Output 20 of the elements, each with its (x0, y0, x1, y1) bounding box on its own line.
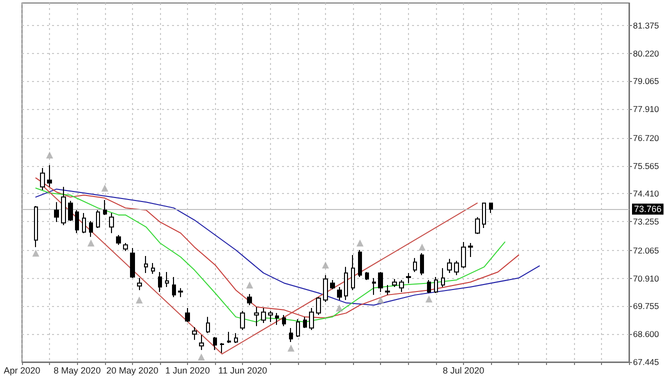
y-tick-label: 74.410 (633, 188, 660, 199)
y-tick-label: 73.255 (633, 216, 660, 227)
y-tick-label: 72.065 (633, 245, 660, 256)
y-tick-label: 70.910 (633, 273, 660, 284)
y-tick-label: 77.910 (633, 104, 660, 114)
y-tick-label: 67.445 (633, 357, 660, 367)
y-tick-label: 81.375 (633, 20, 660, 30)
y-tick-label: 80.220 (633, 48, 660, 58)
x-tick-label: 8 Jul 2020 (442, 366, 484, 376)
y-tick-label: 75.565 (633, 160, 660, 171)
x-tick-label: 8 May 2020 (54, 366, 101, 376)
x-tick-label: Apr 2020 (4, 366, 40, 376)
x-tick-label: 1 Jun 2020 (165, 366, 210, 376)
y-tick-label: 69.755 (633, 301, 660, 312)
x-tick-label: 20 May 2020 (106, 366, 158, 376)
y-tick-label: 68.600 (633, 329, 660, 340)
x-tick-label: 11 Jun 2020 (218, 366, 268, 376)
y-tick-label: 76.720 (633, 132, 660, 143)
ref-line-label: 73.766 (634, 204, 662, 214)
y-tick-label: 79.065 (633, 76, 660, 86)
